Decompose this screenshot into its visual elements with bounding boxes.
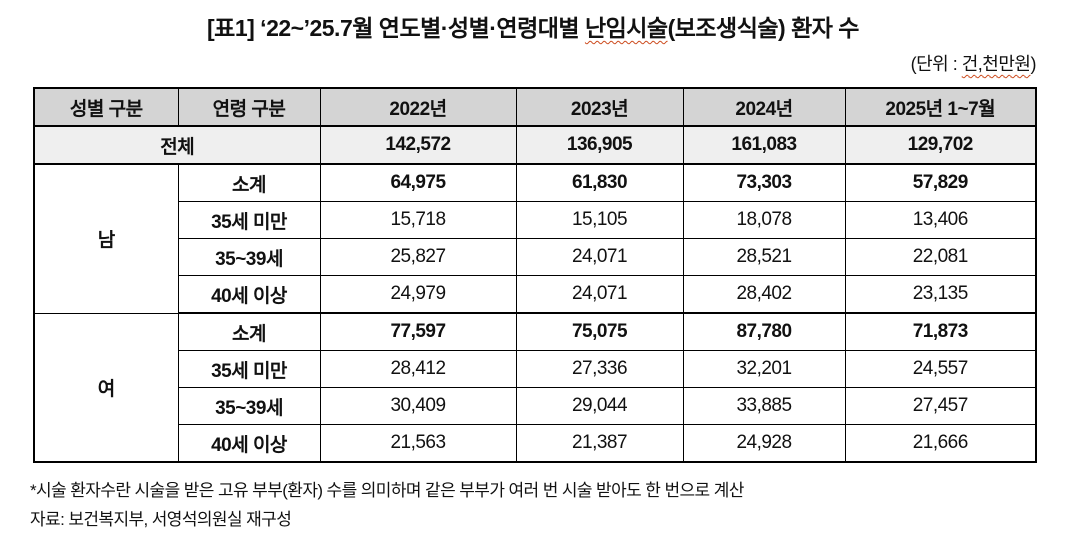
- age-label-cell: 소계: [177, 163, 321, 202]
- value-cell: 87,780: [682, 312, 846, 351]
- age-label-cell: 35~39세: [177, 387, 321, 425]
- value-cell: 22,081: [844, 238, 1037, 276]
- patients-table: 성별 구분 연령 구분 2022년 2023년 2024년 2025년 1~7월…: [33, 87, 1037, 463]
- value-cell: 77,597: [319, 312, 517, 351]
- value-cell: 24,071: [515, 238, 684, 276]
- value-cell: 15,718: [319, 201, 517, 239]
- value-cell: 57,829: [844, 163, 1037, 202]
- age-label-cell: 35~39세: [177, 238, 321, 276]
- title-suffix: (보조생식술) 환자 수: [667, 15, 860, 41]
- value-cell: 71,873: [844, 312, 1037, 351]
- footnote-text: *시술 환자수란 시술을 받은 고유 부부(환자) 수를 의미하며 같은 부부가…: [30, 481, 744, 500]
- gender-cell-female: 여: [33, 312, 179, 463]
- age-label-cell: 40세 이상: [177, 424, 321, 463]
- female-over40-row: 40세 이상 21,563 21,387 24,928 21,666: [34, 424, 1037, 463]
- gender-cell-male: 남: [33, 163, 179, 314]
- male-under35-row: 35세 미만 15,718 15,105 18,078 13,406: [34, 201, 1037, 239]
- male-subtotal-row: 남 소계 64,975 61,830 73,303 57,829: [33, 163, 1037, 314]
- age-label-cell: 35세 미만: [177, 201, 321, 239]
- title-prefix: [표1] ‘22~’25.7월 연도별·성별·연령대별: [207, 15, 585, 41]
- footnotes: *시술 환자수란 시술을 받은 고유 부부(환자) 수를 의미하며 같은 부부가…: [30, 476, 1066, 534]
- value-cell: 75,075: [515, 312, 684, 351]
- age-label-cell: 40세 이상: [177, 275, 321, 314]
- unit-highlight-spellcheck: 건,천만원: [961, 54, 1031, 74]
- value-cell: 129,702: [844, 125, 1037, 165]
- value-cell: 24,071: [515, 275, 684, 314]
- header-2024: 2024년: [682, 87, 846, 127]
- header-2023: 2023년: [515, 87, 684, 127]
- value-cell: 61,830: [515, 163, 684, 202]
- value-cell: 13,406: [844, 201, 1037, 239]
- header-2025: 2025년 1~7월: [844, 87, 1037, 127]
- value-cell: 27,457: [844, 387, 1037, 425]
- value-cell: 73,303: [682, 163, 846, 202]
- value-cell: 24,928: [682, 424, 846, 463]
- value-cell: 142,572: [319, 125, 517, 165]
- title-highlight-spellcheck: 난임시술: [584, 15, 668, 41]
- age-label-cell: 35세 미만: [177, 350, 321, 388]
- value-cell: 32,201: [682, 350, 846, 388]
- value-cell: 161,083: [682, 125, 846, 165]
- value-cell: 27,336: [515, 350, 684, 388]
- value-cell: 18,078: [682, 201, 846, 239]
- value-cell: 64,975: [319, 163, 517, 202]
- value-cell: 21,666: [844, 424, 1037, 463]
- value-cell: 24,557: [844, 350, 1037, 388]
- header-2022: 2022년: [319, 87, 517, 127]
- value-cell: 30,409: [319, 387, 517, 425]
- source-text: 자료: 보건복지부, 서영석의원실 재구성: [30, 510, 292, 529]
- unit-suffix: ): [1030, 54, 1037, 74]
- value-cell: 28,402: [682, 275, 846, 314]
- female-35to39-row: 35~39세 30,409 29,044 33,885 27,457: [34, 387, 1037, 425]
- male-over40-row: 40세 이상 24,979 24,071 28,402 23,135: [34, 275, 1037, 314]
- header-age: 연령 구분: [177, 87, 321, 127]
- value-cell: 23,135: [844, 275, 1037, 314]
- value-cell: 21,387: [515, 424, 684, 463]
- unit-note: (단위 : 건,천만원): [0, 50, 1066, 76]
- header-gender: 성별 구분: [33, 87, 179, 127]
- value-cell: 33,885: [682, 387, 846, 425]
- value-cell: 29,044: [515, 387, 684, 425]
- female-under35-row: 35세 미만 28,412 27,336 32,201 24,557: [34, 350, 1037, 388]
- unit-prefix: (단위 :: [910, 54, 962, 74]
- table-header-row: 성별 구분 연령 구분 2022년 2023년 2024년 2025년 1~7월: [33, 87, 1037, 127]
- male-35to39-row: 35~39세 25,827 24,071 28,521 22,081: [34, 238, 1037, 276]
- value-cell: 21,563: [319, 424, 517, 463]
- total-label-cell: 전체: [33, 125, 321, 165]
- total-row: 전체 142,572 136,905 161,083 129,702: [33, 125, 1037, 165]
- value-cell: 136,905: [515, 125, 684, 165]
- value-cell: 28,412: [319, 350, 517, 388]
- value-cell: 15,105: [515, 201, 684, 239]
- age-label-cell: 소계: [177, 312, 321, 351]
- page-title: [표1] ‘22~’25.7월 연도별·성별·연령대별 난임시술(보조생식술) …: [0, 0, 1066, 43]
- value-cell: 24,979: [319, 275, 517, 314]
- value-cell: 28,521: [682, 238, 846, 276]
- female-subtotal-row: 여 소계 77,597 75,075 87,780 71,873: [33, 312, 1037, 463]
- value-cell: 25,827: [319, 238, 517, 276]
